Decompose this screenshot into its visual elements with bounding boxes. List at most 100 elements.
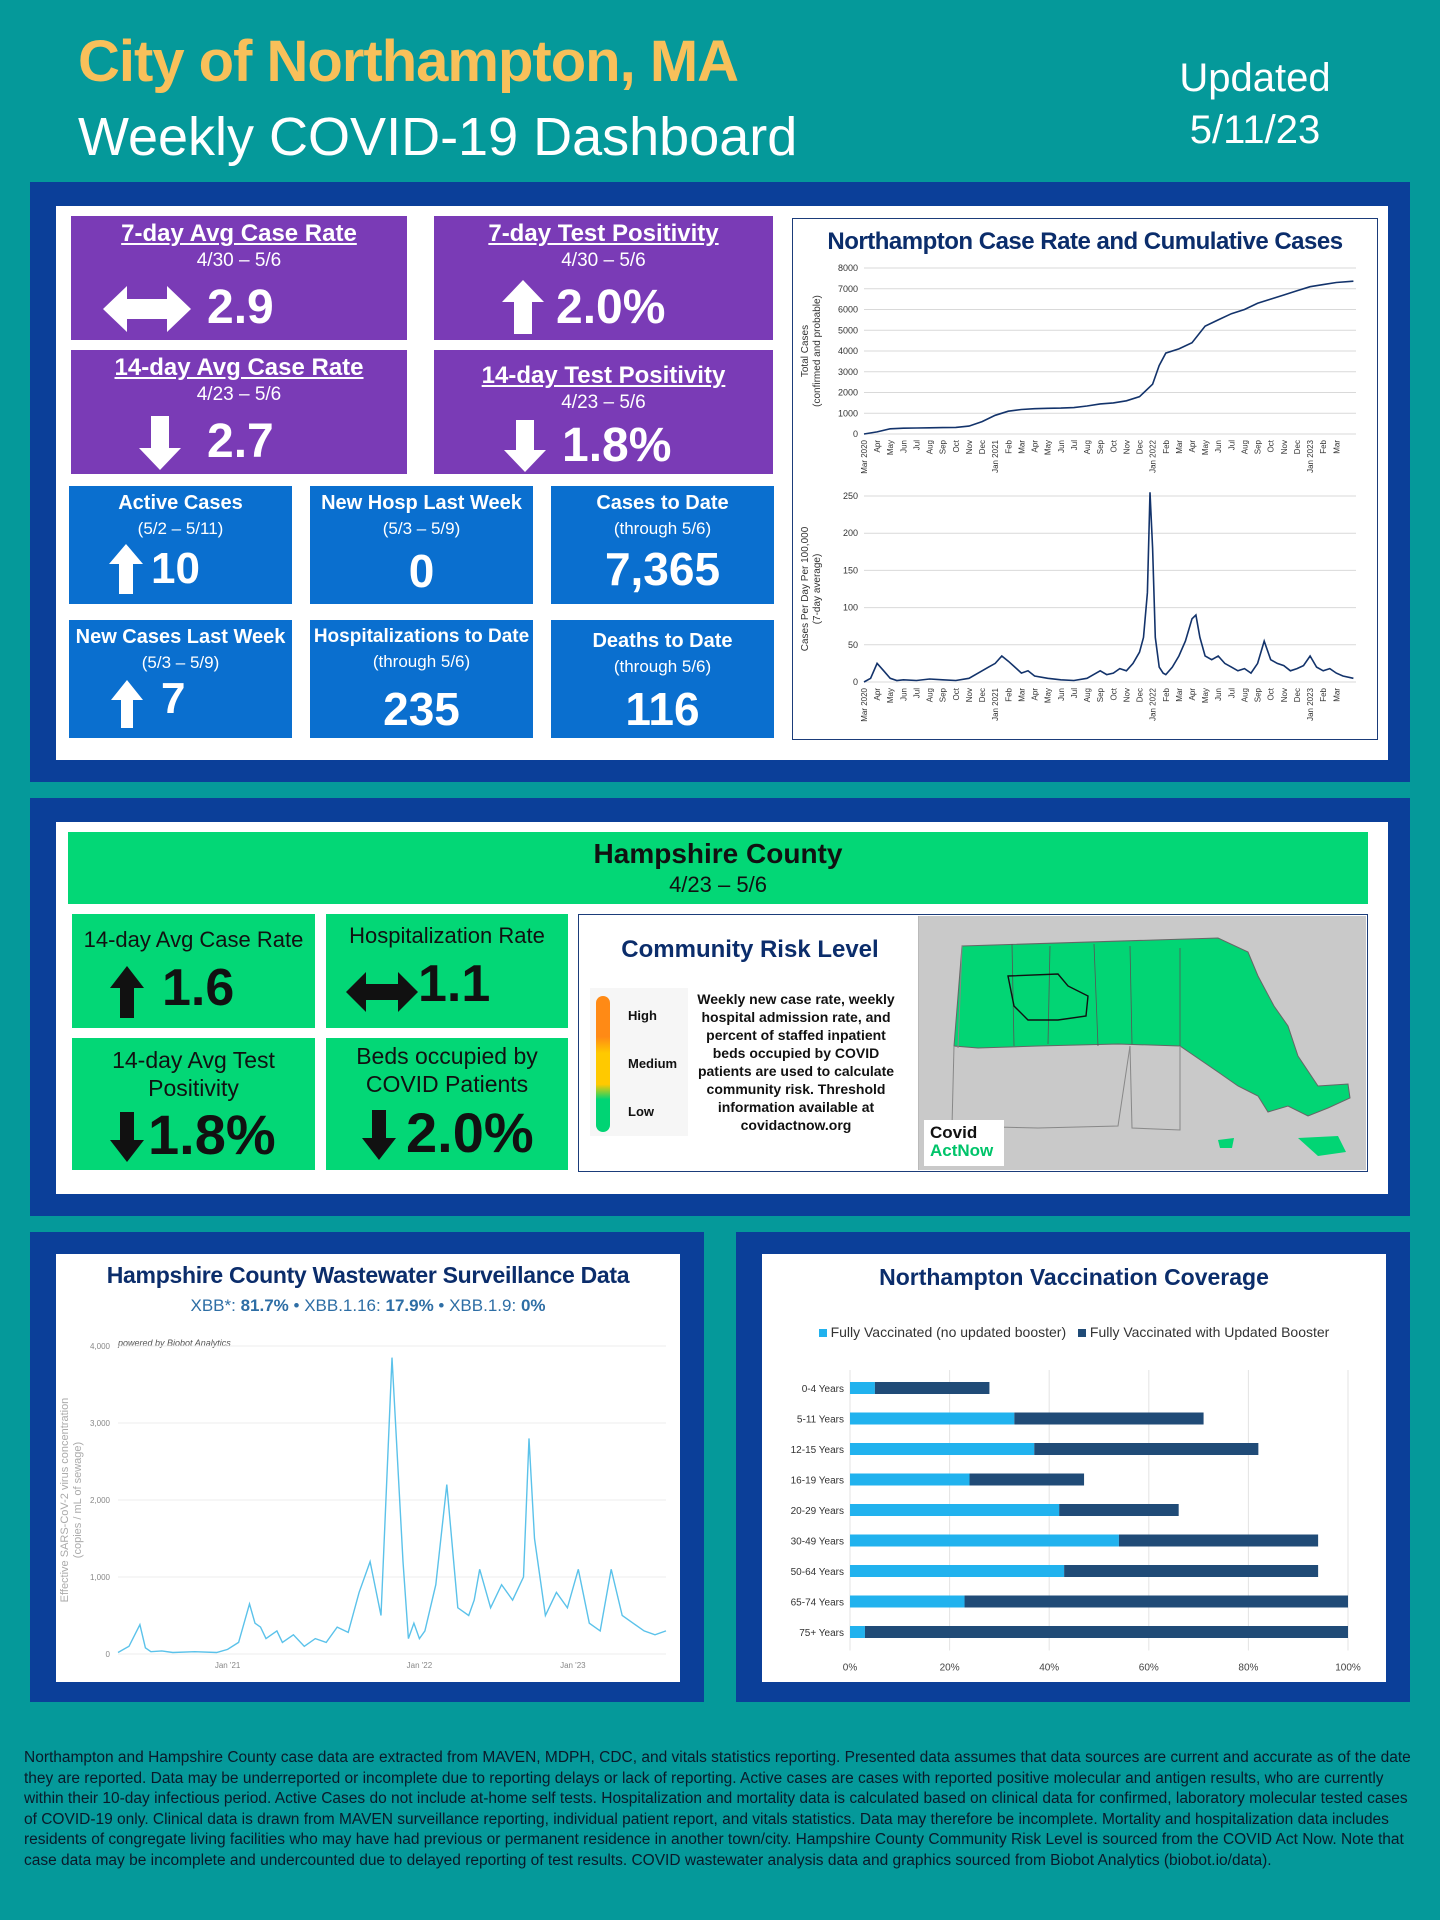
wastewater-panel-inner bbox=[56, 1254, 680, 1682]
arrow-up-icon bbox=[502, 280, 544, 334]
x-tick-label: Aug bbox=[1240, 688, 1249, 702]
legend-label: Fully Vaccinated (no updated booster) bbox=[830, 1324, 1067, 1340]
variant-name: XBB.1.16: bbox=[304, 1296, 381, 1315]
tile-range: 4/30 – 5/6 bbox=[196, 250, 282, 271]
bar-updated-booster bbox=[1064, 1565, 1319, 1577]
y-tick-label: 3000 bbox=[838, 367, 858, 377]
x-tick-label: Dec bbox=[1136, 440, 1145, 454]
x-tick-label: Feb bbox=[1004, 439, 1013, 453]
bar-updated-booster bbox=[969, 1473, 1085, 1486]
risk-scale-bar bbox=[596, 996, 610, 1132]
x-tick-label: Oct bbox=[1267, 687, 1276, 700]
tile-value: 2.0% bbox=[556, 281, 666, 334]
arrow-up-icon bbox=[109, 544, 143, 594]
county-header: Hampshire County 4/23 – 5/6 bbox=[68, 832, 1368, 904]
tile-value: 2.7 bbox=[207, 415, 274, 468]
x-tick-label: Mar 2020 bbox=[860, 687, 869, 721]
x-tick-label: Jan '21 bbox=[215, 1661, 241, 1670]
x-tick-label: Sep bbox=[939, 439, 948, 454]
dashboard-subtitle: Weekly COVID-19 Dashboard bbox=[78, 107, 798, 167]
tile-value: 2.9 bbox=[207, 281, 274, 334]
tile-range: (5/3 – 5/9) bbox=[382, 519, 461, 538]
arrow-down-icon bbox=[504, 420, 546, 472]
biobot-credit: powered by Biobot Analytics bbox=[118, 1338, 231, 1348]
y-tick-label: 250 bbox=[843, 491, 858, 501]
x-tick-label: May bbox=[1044, 440, 1053, 455]
x-tick-label: 100% bbox=[1335, 1663, 1361, 1674]
variant-value: 81.7% bbox=[240, 1296, 289, 1315]
x-tick-label: Dec bbox=[1136, 688, 1145, 702]
x-tick-label: Oct bbox=[952, 687, 961, 700]
tile-value: 7 bbox=[161, 674, 186, 723]
category-label: 50-64 Years bbox=[791, 1567, 844, 1578]
x-tick-label: Jul bbox=[912, 440, 921, 450]
tile-title: New Cases Last Week bbox=[75, 626, 286, 648]
y-tick-label: 50 bbox=[848, 640, 858, 650]
x-tick-label: Sep bbox=[1254, 439, 1263, 454]
footer-notes: Northampton and Hampshire County case da… bbox=[24, 1749, 1411, 1869]
tile-title: 14-day Test Positivity bbox=[481, 362, 726, 389]
x-tick-label: Apr bbox=[1031, 440, 1040, 453]
x-tick-label: Jan '23 bbox=[560, 1661, 586, 1670]
tile-range: (5/3 – 5/9) bbox=[141, 653, 220, 672]
tile-active-cases: Active Cases (5/2 – 5/11) 10 bbox=[69, 486, 292, 604]
x-tick-label: Jul bbox=[1070, 440, 1079, 450]
y-tick-label: 5000 bbox=[838, 325, 858, 335]
tile-value: 7,365 bbox=[604, 543, 721, 595]
tile-title: 7-day Avg Case Rate bbox=[121, 220, 357, 247]
x-tick-label: Feb bbox=[1004, 687, 1013, 701]
tile-title: 7-day Test Positivity bbox=[488, 220, 719, 247]
y-tick-label: 200 bbox=[843, 528, 858, 538]
tile-7day-test-positivity: 7-day Test Positivity 4/30 – 5/6 2.0% bbox=[434, 216, 773, 340]
tile-title: New Hosp Last Week bbox=[321, 492, 522, 514]
x-tick-label: Jun bbox=[1214, 688, 1223, 701]
tile-title: Deaths to Date bbox=[592, 630, 733, 652]
vaccination-legend: Fully Vaccinated (no updated booster) Fu… bbox=[762, 1324, 1386, 1340]
bar-no-booster bbox=[850, 1626, 865, 1638]
x-tick-label: Dec bbox=[978, 688, 987, 702]
x-tick-label: Sep bbox=[1096, 439, 1105, 454]
tile-new-hosp: New Hosp Last Week (5/3 – 5/9) 0 bbox=[310, 486, 533, 604]
tile-title: 14-day Avg Case Rate bbox=[114, 354, 364, 381]
bar-no-booster bbox=[850, 1412, 1015, 1425]
x-tick-label: Aug bbox=[1083, 688, 1092, 702]
y-tick-label: 0 bbox=[853, 677, 858, 687]
tile-14day-case-rate: 14-day Avg Case Rate 4/23 – 5/6 2.7 bbox=[71, 350, 407, 474]
x-tick-label: Jul bbox=[1227, 440, 1236, 450]
tile-value: 10 bbox=[151, 544, 200, 593]
x-tick-label: Jan 2021 bbox=[991, 439, 1000, 472]
bar-no-booster bbox=[850, 1534, 1119, 1547]
x-tick-label: Oct bbox=[1109, 687, 1118, 700]
covid-act-now-logo: Covid ActNow bbox=[924, 1120, 1004, 1166]
x-tick-label: Sep bbox=[1254, 687, 1263, 702]
x-tick-label: Nov bbox=[1280, 440, 1289, 454]
bar-no-booster bbox=[850, 1504, 1060, 1516]
bar-updated-booster bbox=[1034, 1443, 1259, 1455]
x-tick-label: Mar bbox=[1332, 440, 1341, 454]
vaccination-panel-inner bbox=[762, 1254, 1386, 1682]
case-rate-chart: 0 50 100 150 200 250 Mar 2020 Apr May Jun Jul Aug Se… bbox=[800, 491, 1356, 722]
x-tick-label: Apr bbox=[873, 688, 882, 701]
risk-level-low: Low bbox=[628, 1104, 654, 1119]
y-tick-label: 150 bbox=[843, 565, 858, 575]
legend-label: Fully Vaccinated with Updated Booster bbox=[1089, 1324, 1330, 1340]
variant-value: 17.9% bbox=[385, 1296, 434, 1315]
x-tick-label: Mar bbox=[1175, 688, 1184, 702]
x-tick-label: Jul bbox=[912, 688, 921, 698]
tile-value: 235 bbox=[383, 683, 460, 735]
y-tick-label: 0 bbox=[853, 429, 858, 439]
x-tick-label: Nov bbox=[1122, 440, 1131, 454]
bar-updated-booster bbox=[964, 1595, 1348, 1608]
x-tick-label: Apr bbox=[1188, 440, 1197, 453]
bar-no-booster bbox=[850, 1473, 970, 1486]
y-axis-label: Cases Per Day Per 100,000(7-day average) bbox=[800, 526, 823, 651]
arrow-up-icon bbox=[110, 966, 144, 1018]
x-tick-label: 60% bbox=[1139, 1663, 1159, 1674]
y-tick-label: 8000 bbox=[838, 263, 858, 273]
y-axis-label: Effective SARS-CoV-2 virus concentration… bbox=[59, 1398, 84, 1603]
x-tick-label: Aug bbox=[1240, 440, 1249, 454]
tile-range: (5/2 – 5/11) bbox=[137, 519, 224, 538]
x-tick-label: May bbox=[1044, 688, 1053, 703]
tile-title: 14-day Avg Test Positivity bbox=[112, 1047, 275, 1101]
bar-no-booster bbox=[850, 1565, 1065, 1577]
